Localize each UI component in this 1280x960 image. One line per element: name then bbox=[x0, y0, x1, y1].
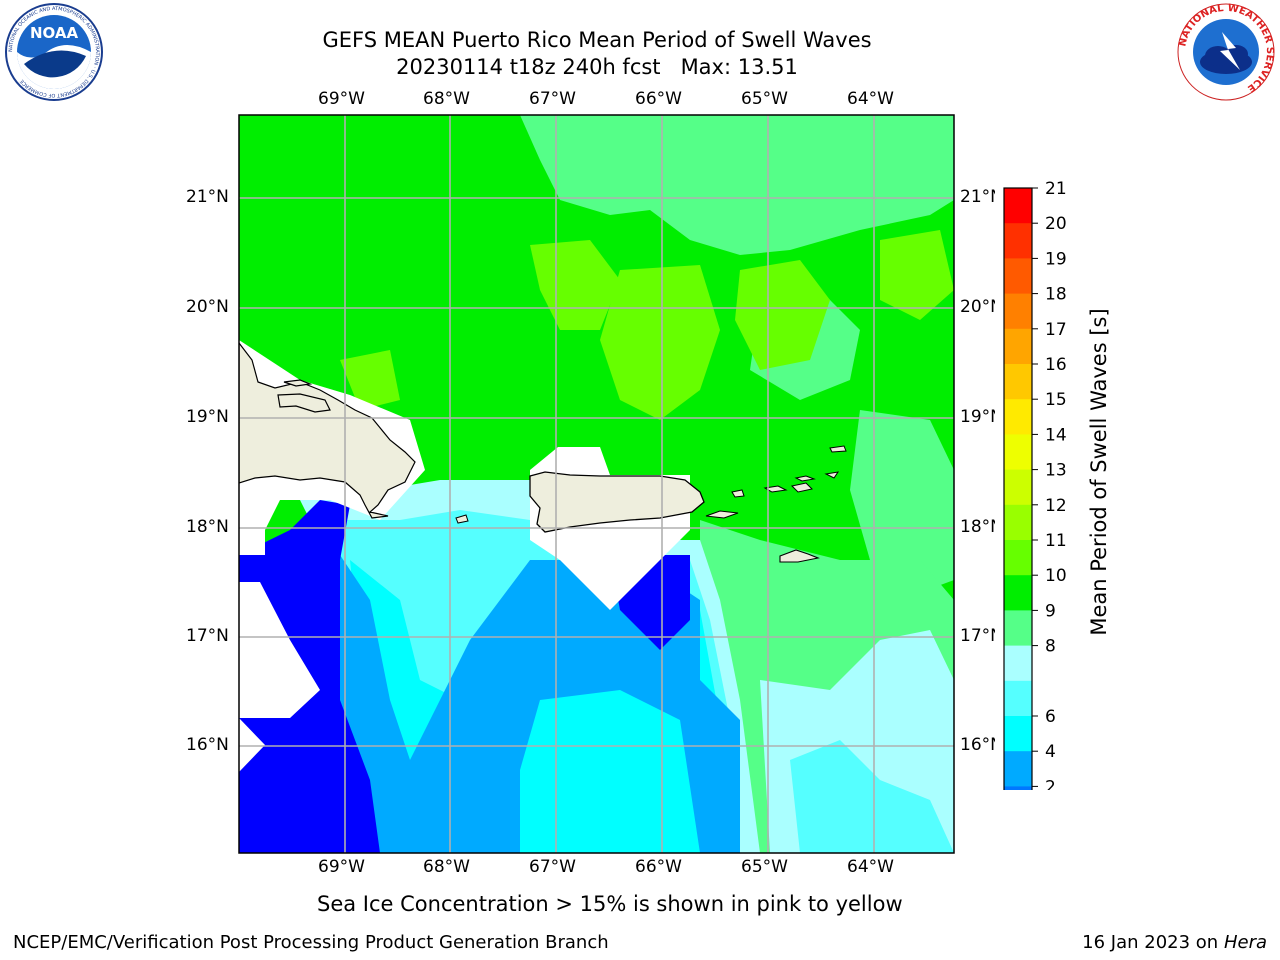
land-hispaniola-peninsula bbox=[277, 393, 331, 413]
map-frame bbox=[238, 114, 955, 854]
field-11-12-d bbox=[880, 230, 954, 320]
gridlines bbox=[239, 115, 954, 853]
chart-title: GEFS MEAN Puerto Rico Mean Period of Swe… bbox=[322, 28, 872, 52]
colorbar-tick-label: 10 bbox=[1045, 566, 1067, 586]
lat-label-right-17n: 17°N bbox=[960, 626, 1003, 646]
land-tortola bbox=[794, 475, 816, 482]
colorbar-scale: 21 20 19 18 17 16 15 14 13 12 11 10 9 8 6 4 2 bbox=[995, 180, 1067, 790]
field-11-12-e bbox=[340, 350, 400, 410]
land-vieques bbox=[705, 510, 739, 519]
chart-subtitle: 20230114 t18z 240h fcst Max: 13.51 bbox=[396, 55, 798, 79]
noaa-logo: NOAA NATIONAL OCEANIC AND ATMOSPHERIC AD… bbox=[5, 3, 103, 101]
lon-label-bottom-69w: 69°W bbox=[318, 857, 365, 877]
land-virgin-gorda bbox=[824, 471, 840, 479]
lat-label-left-20n: 20°N bbox=[186, 297, 229, 317]
land-mona bbox=[455, 514, 469, 524]
colorbar-segment bbox=[1004, 188, 1032, 224]
colorbar-segment bbox=[1004, 434, 1032, 471]
colorbar-segment bbox=[1004, 680, 1032, 717]
colorbar-tick-label: 20 bbox=[1045, 214, 1067, 234]
colorbar-segment bbox=[1004, 504, 1032, 541]
lat-label-left-19n: 19°N bbox=[186, 407, 229, 427]
map-fields bbox=[239, 115, 954, 853]
lon-label-top-68w: 68°W bbox=[423, 89, 470, 109]
lon-label-bottom-67w: 67°W bbox=[529, 857, 576, 877]
lat-label-left-18n: 18°N bbox=[186, 517, 229, 537]
lat-label-left-17n: 17°N bbox=[186, 626, 229, 646]
lat-label-left-21n: 21°N bbox=[186, 187, 229, 207]
sea-ice-caption: Sea Ice Concentration > 15% is shown in … bbox=[317, 892, 903, 916]
colorbar-segment bbox=[1004, 223, 1032, 259]
nws-logo: NATIONAL WEATHER SERVICE bbox=[1177, 3, 1275, 101]
colorbar-segment bbox=[1004, 751, 1032, 787]
colorbar-tick-label: 9 bbox=[1045, 601, 1056, 621]
lon-label-bottom-66w: 66°W bbox=[635, 857, 682, 877]
colorbar-segment bbox=[1004, 786, 1032, 790]
field-9-10-east bbox=[850, 410, 954, 600]
field-6-8-southeast bbox=[790, 740, 954, 853]
colorbar-tick-label: 17 bbox=[1045, 320, 1067, 340]
colorbar-tick-label: 8 bbox=[1045, 637, 1056, 657]
colorbar-tick-label: 11 bbox=[1045, 531, 1067, 551]
land-puertorico bbox=[529, 471, 705, 533]
colorbar-segment bbox=[1004, 716, 1032, 752]
colorbar-segment bbox=[1004, 610, 1032, 647]
colorbar-segment bbox=[1004, 540, 1032, 576]
colorbar-segment bbox=[1004, 328, 1032, 365]
land-st-thomas bbox=[763, 485, 788, 493]
lon-label-top-64w: 64°W bbox=[847, 89, 894, 109]
land-tortuga bbox=[283, 379, 313, 387]
lat-label-right-19n: 19°N bbox=[960, 407, 1003, 427]
nodata-west-a bbox=[239, 582, 320, 718]
lon-label-bottom-64w: 64°W bbox=[847, 857, 894, 877]
lat-label-right-18n: 18°N bbox=[960, 517, 1003, 537]
colorbar-tick-label: 16 bbox=[1045, 355, 1067, 375]
colorbar-tick-label: 18 bbox=[1045, 285, 1067, 305]
colorbar-segment bbox=[1004, 258, 1032, 295]
field-11-12-b bbox=[600, 265, 720, 420]
nodata-west-c bbox=[239, 718, 265, 772]
colorbar-tick-label: 4 bbox=[1045, 742, 1056, 762]
lon-label-bottom-68w: 68°W bbox=[423, 857, 470, 877]
land-st-croix bbox=[779, 549, 820, 563]
colorbar-segment bbox=[1004, 575, 1032, 611]
lat-label-left-16n: 16°N bbox=[186, 735, 229, 755]
footer-host: Hera bbox=[1223, 932, 1267, 953]
field-11-12-c bbox=[735, 260, 830, 370]
footer-date: 16 Jan 2023 on Hera bbox=[1082, 932, 1267, 954]
colorbar-segment bbox=[1004, 645, 1032, 682]
lat-label-right-21n: 21°N bbox=[960, 187, 1003, 207]
field-4-6-south bbox=[520, 690, 700, 853]
land-anegada bbox=[829, 445, 847, 453]
footer-branch: NCEP/EMC/Verification Post Processing Pr… bbox=[13, 932, 609, 953]
lat-label-right-20n: 20°N bbox=[960, 297, 1003, 317]
noaa-logo-text: NOAA bbox=[30, 24, 79, 42]
land-culebra bbox=[731, 489, 745, 498]
colorbar-tick-label: 14 bbox=[1045, 425, 1067, 445]
lon-label-top-65w: 65°W bbox=[741, 89, 788, 109]
lon-label-top-67w: 67°W bbox=[529, 89, 576, 109]
lat-label-right-16n: 16°N bbox=[960, 735, 1003, 755]
colorbar-tick-label: 12 bbox=[1045, 496, 1067, 516]
colorbar-tick-label: 19 bbox=[1045, 249, 1067, 269]
lon-label-top-66w: 66°W bbox=[635, 89, 682, 109]
colorbar-tick-label: 6 bbox=[1045, 707, 1056, 727]
lon-label-top-69w: 69°W bbox=[318, 89, 365, 109]
colorbar-segment bbox=[1004, 399, 1032, 435]
colorbar-tick-label: 15 bbox=[1045, 390, 1067, 410]
colorbar-label: Mean Period of Swell Waves [s] bbox=[1087, 308, 1111, 635]
colorbar-tick-label: 13 bbox=[1045, 461, 1067, 481]
footer-date-text: 16 Jan 2023 on bbox=[1082, 932, 1224, 953]
land-st-john bbox=[790, 482, 814, 493]
colorbar-segment bbox=[1004, 293, 1032, 330]
colorbar-tick-label: 2 bbox=[1045, 777, 1056, 790]
field-9-10-north bbox=[350, 115, 954, 255]
colorbar-segment bbox=[1004, 364, 1032, 400]
colorbar-segment bbox=[1004, 469, 1032, 506]
colorbar-tick-label: 21 bbox=[1045, 180, 1067, 199]
lon-label-bottom-65w: 65°W bbox=[741, 857, 788, 877]
